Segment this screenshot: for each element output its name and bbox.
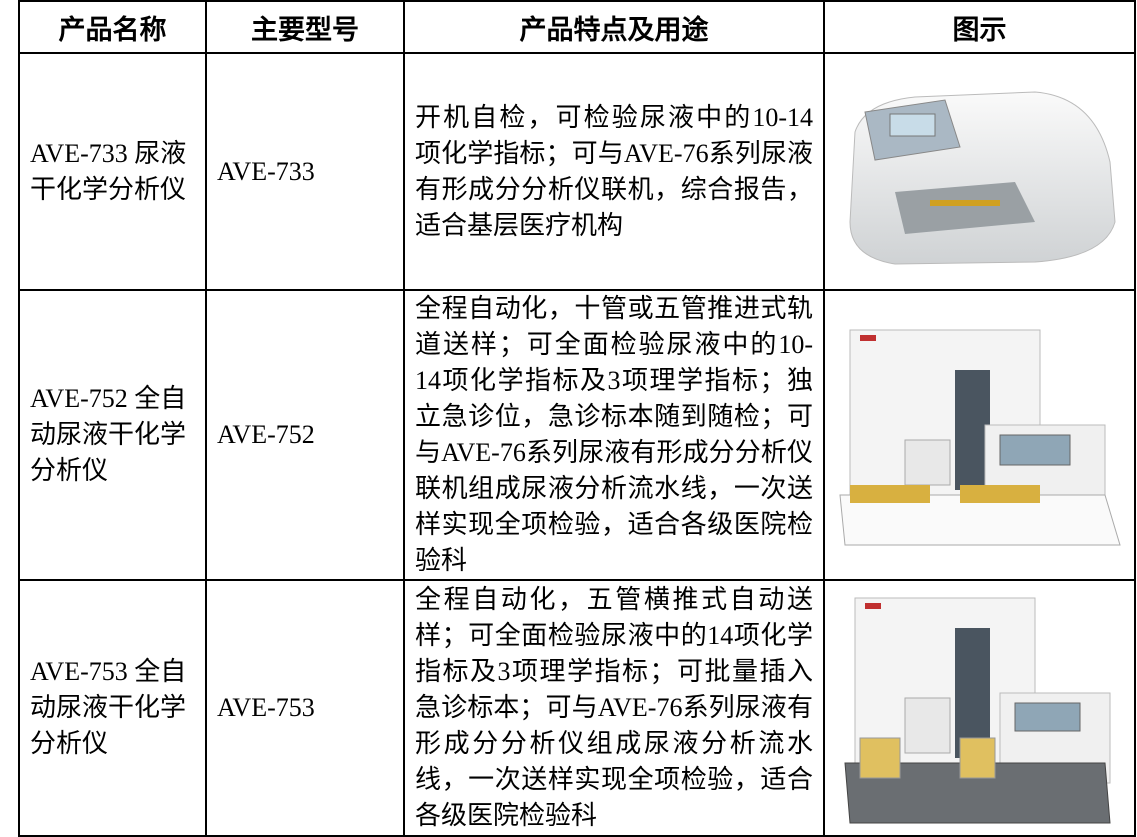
product-table: 产品名称 主要型号 产品特点及用途 图示 AVE-733 尿液干化学分析仪 AV… bbox=[18, 0, 1136, 837]
product-model: AVE-753 bbox=[205, 579, 405, 837]
header-cell: 主要型号 bbox=[205, 0, 405, 54]
product-image-cell bbox=[823, 289, 1136, 581]
product-image-cell bbox=[823, 52, 1136, 291]
header-cell: 产品名称 bbox=[18, 0, 207, 54]
product-model: AVE-733 bbox=[205, 52, 405, 291]
product-name: AVE-753 全自动尿液干化学分析仪 bbox=[18, 579, 207, 837]
product-description: 全程自动化，五管横推式自动送样；可全面检验尿液中的14项化学指标及3项理学指标；… bbox=[403, 579, 825, 837]
product-description: 开机自检，可检验尿液中的10-14项化学指标；可与AVE-76系列尿液有形成分分… bbox=[403, 52, 825, 291]
product-image bbox=[843, 597, 1111, 824]
product-row: AVE-733 尿液干化学分析仪 AVE-733 开机自检，可检验尿液中的10-… bbox=[18, 52, 1136, 291]
product-name: AVE-733 尿液干化学分析仪 bbox=[18, 52, 207, 291]
product-row: AVE-752 全自动尿液干化学分析仪 AVE-752 全程自动化，十管或五管推… bbox=[18, 289, 1136, 581]
product-image bbox=[848, 90, 1116, 265]
header-cell: 产品特点及用途 bbox=[403, 0, 825, 54]
product-image-cell bbox=[823, 579, 1136, 837]
product-description: 全程自动化，十管或五管推进式轨道送样；可全面检验尿液中的10-14项化学指标及3… bbox=[403, 289, 825, 581]
product-row: AVE-753 全自动尿液干化学分析仪 AVE-753 全程自动化，五管横推式自… bbox=[18, 579, 1136, 837]
header-row: 产品名称 主要型号 产品特点及用途 图示 bbox=[18, 0, 1136, 54]
header-cell: 图示 bbox=[823, 0, 1136, 54]
product-model: AVE-752 bbox=[205, 289, 405, 581]
product-image bbox=[838, 329, 1121, 546]
product-name: AVE-752 全自动尿液干化学分析仪 bbox=[18, 289, 207, 581]
